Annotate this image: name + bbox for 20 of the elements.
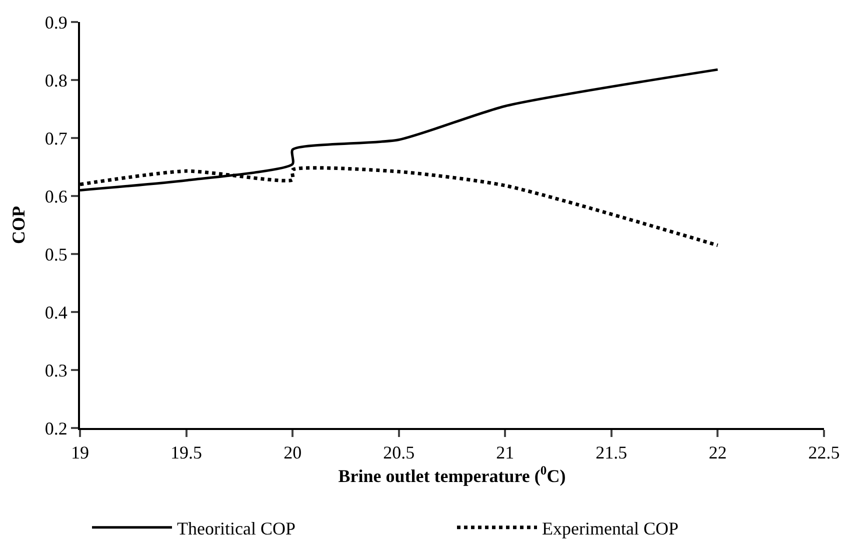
y-tick-label: 0.6	[44, 186, 68, 206]
x-tick-label: 22.5	[808, 442, 840, 463]
y-tick-label: 0.4	[44, 302, 68, 322]
y-tick-label: 0.8	[44, 70, 68, 90]
x-axis-title: Brine outlet temperature ($^{0}$C)	[338, 464, 566, 486]
legend-label: Theoritical COP	[177, 518, 296, 538]
y-tick-label: 0.9	[44, 12, 68, 32]
x-tick-label: 21	[496, 442, 514, 463]
y-tick-label: 0.7	[44, 128, 68, 148]
y-tick-label: 0.5	[44, 244, 68, 264]
x-tick-label: 22	[708, 442, 727, 463]
x-tick-label: 20.5	[383, 442, 415, 463]
x-tick-label: 19.5	[170, 442, 202, 463]
y-tick-label: 0.2	[44, 418, 68, 438]
x-tick-label: 21.5	[596, 442, 628, 463]
x-tick-label: 19	[71, 442, 89, 463]
legend-label: Experimental COP	[542, 518, 678, 538]
x-tick-label: 20	[284, 442, 302, 463]
y-axis-title: COP	[8, 206, 29, 244]
y-tick-label: 0.3	[44, 360, 68, 380]
